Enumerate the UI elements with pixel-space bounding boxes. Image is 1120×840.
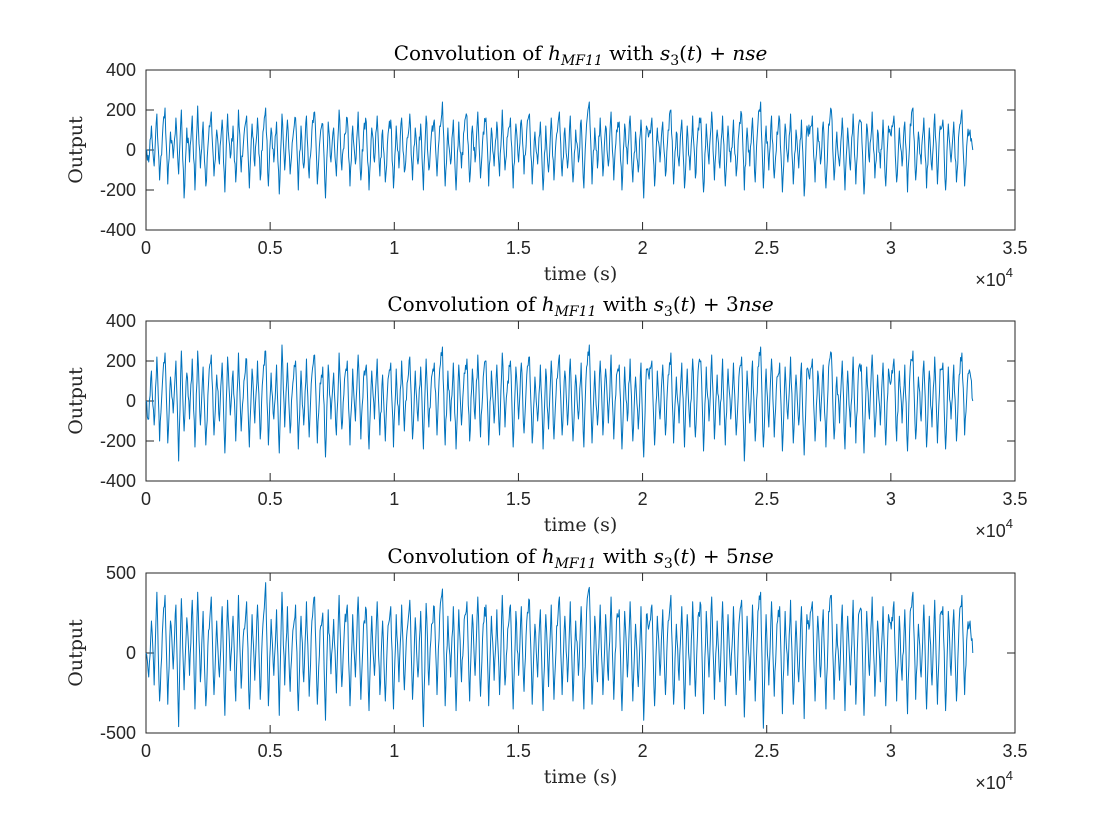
series-line (145, 344, 974, 462)
x-tick-label: 1 (389, 238, 399, 258)
x-tick-label: 3.5 (1002, 238, 1027, 258)
y-tick-label: 400 (106, 311, 136, 331)
y-tick-label: 200 (106, 100, 136, 120)
y-tick-label: 0 (126, 643, 136, 663)
x-tick-label: 1.5 (506, 741, 531, 761)
chart-title: Convolution of hMF11 with s3(t) + nse (394, 41, 768, 69)
x-tick-label: 3.5 (1002, 489, 1027, 509)
series-line (145, 101, 974, 199)
subplots: Convolution of hMF11 with s3(t) + nse 0 0.… (65, 41, 1028, 793)
x-tick-label: 2.5 (754, 741, 779, 761)
subplot-1: Convolution of hMF11 with s3(t) + nse 0 0.… (65, 41, 1028, 290)
y-tick-label: 0 (126, 391, 136, 411)
y-tick-label: -200 (100, 180, 136, 200)
x-tick-label: 1.5 (506, 238, 531, 258)
x-axis-multiplier: ×104 (975, 516, 1013, 541)
x-tick-label: 2 (638, 489, 648, 509)
x-tick-label: 3.5 (1002, 741, 1027, 761)
subplot-2: Convolution of hMF11 with s3(t) + 3nse 0 0… (65, 292, 1028, 541)
x-tick-label: 0 (141, 741, 151, 761)
x-axis-label: time (s) (544, 766, 618, 788)
series-line (145, 582, 974, 729)
x-tick-label: 0.5 (258, 238, 283, 258)
y-tick-label: 400 (106, 60, 136, 80)
x-tick-label: 2 (638, 238, 648, 258)
y-tick-label: 0 (126, 140, 136, 160)
x-axis-label: time (s) (544, 514, 618, 536)
x-tick-label: 2.5 (754, 238, 779, 258)
x-tick-label: 1.5 (506, 489, 531, 509)
x-axis-multiplier: ×104 (975, 265, 1013, 290)
x-tick-label: 3 (886, 489, 896, 509)
x-tick-label: 0.5 (258, 489, 283, 509)
y-tick-label: -200 (100, 431, 136, 451)
x-tick-label: 2.5 (754, 489, 779, 509)
chart-title: Convolution of hMF11 with s3(t) + 5nse (387, 544, 773, 572)
x-tick-label: 1 (389, 741, 399, 761)
y-tick-label: -400 (100, 220, 136, 240)
x-tick-label: 0 (141, 238, 151, 258)
y-axis-label: Output (65, 116, 87, 184)
chart-title: Convolution of hMF11 with s3(t) + 3nse (387, 292, 773, 320)
subplot-3: Convolution of hMF11 with s3(t) + 5nse 0 0… (65, 544, 1028, 793)
y-tick-label: 500 (106, 563, 136, 583)
x-tick-label: 3 (886, 238, 896, 258)
x-axis-multiplier: ×104 (975, 768, 1013, 793)
y-tick-label: -500 (100, 723, 136, 743)
x-tick-label: 3 (886, 741, 896, 761)
y-tick-label: -400 (100, 471, 136, 491)
y-tick-label: 200 (106, 351, 136, 371)
x-tick-label: 1 (389, 489, 399, 509)
y-axis-label: Output (65, 619, 87, 687)
y-axis-label: Output (65, 367, 87, 435)
x-tick-label: 2 (638, 741, 648, 761)
x-tick-label: 0 (141, 489, 151, 509)
x-axis-label: time (s) (544, 263, 618, 285)
x-tick-label: 0.5 (258, 741, 283, 761)
